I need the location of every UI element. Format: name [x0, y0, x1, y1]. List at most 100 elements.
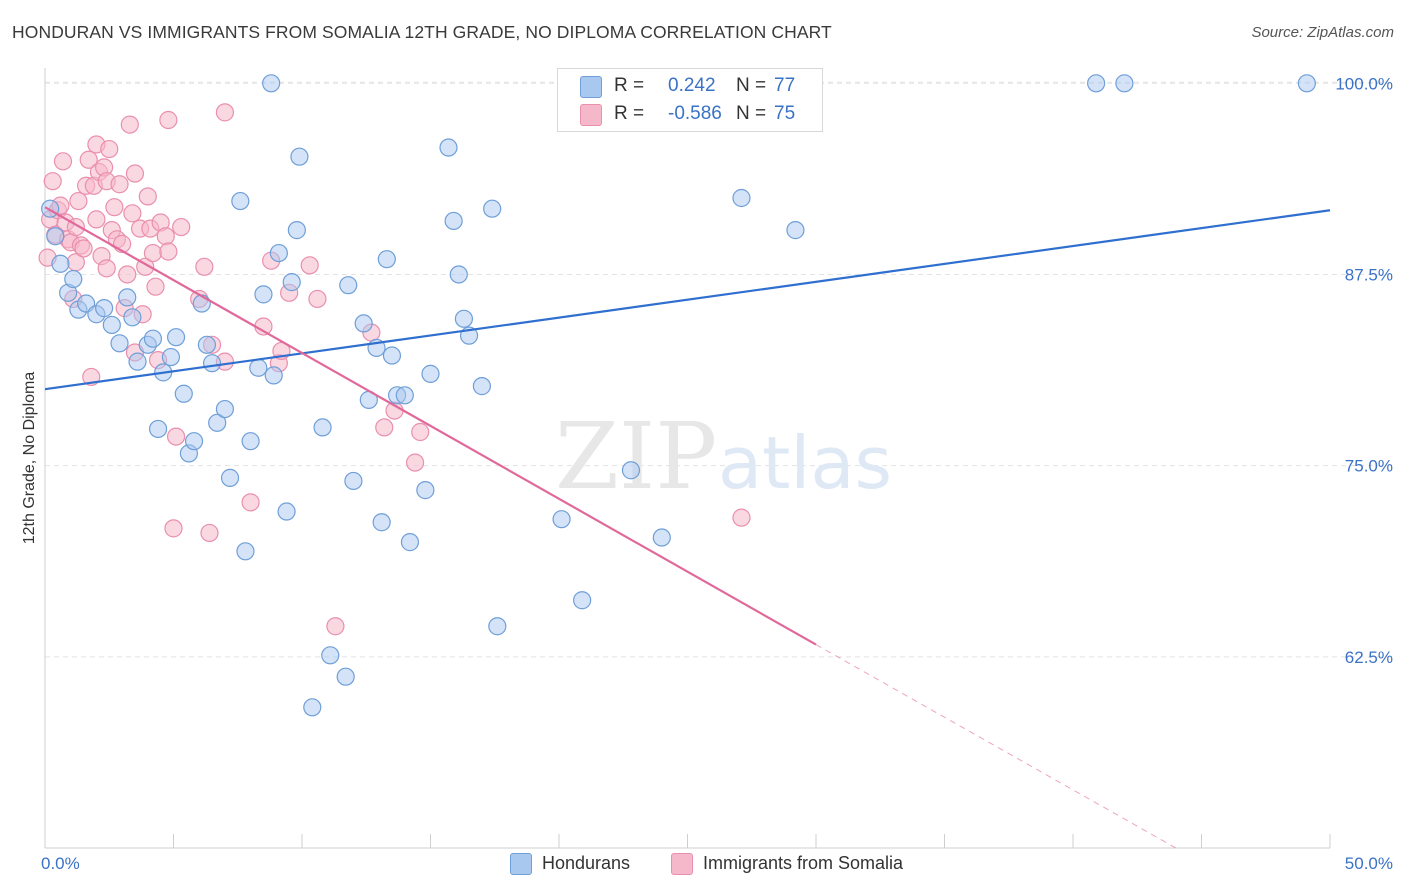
somalia-point	[166, 427, 186, 446]
honduran-point	[439, 138, 458, 157]
honduran-point	[449, 265, 468, 284]
honduran-point	[202, 354, 222, 373]
honduran-point	[215, 399, 234, 419]
chart-source: Source: ZipAtlas.com	[1251, 24, 1394, 41]
y-tick-label: 75.0%	[1345, 457, 1393, 476]
honduran-point	[51, 254, 70, 273]
swatch-hondurans	[580, 76, 602, 98]
honduran-point	[303, 698, 322, 717]
somalia-point	[43, 172, 62, 191]
honduran-point	[395, 386, 414, 405]
somalia-point	[326, 617, 345, 636]
honduran-point	[336, 667, 355, 686]
honduran-point	[287, 221, 306, 240]
honduran-point	[118, 288, 137, 307]
series-legend: Hondurans Immigrants from Somalia	[0, 850, 1406, 878]
honduran-point	[254, 285, 273, 304]
honduran-point	[262, 74, 281, 93]
somalia-point	[79, 150, 98, 169]
r-value: -0.586	[668, 103, 722, 124]
honduran-point	[231, 191, 250, 211]
somalia-point	[241, 493, 260, 512]
honduran-point	[1297, 74, 1316, 93]
honduran-point	[444, 211, 463, 231]
gridlines	[45, 81, 1395, 658]
honduran-point	[1115, 74, 1134, 93]
zipatlas-watermark: ZIP atlas	[555, 403, 892, 510]
honduran-point	[321, 646, 340, 665]
legend-swatch-hondurans	[510, 853, 532, 875]
somalia-point	[195, 257, 214, 276]
honduran-point	[621, 461, 641, 480]
watermark-atlas: atlas	[718, 421, 892, 505]
somalia-point	[159, 242, 178, 261]
honduran-point	[123, 308, 142, 327]
honduran-point	[102, 315, 121, 335]
n-label: N =	[736, 75, 767, 96]
somalia-point	[97, 259, 116, 278]
honduran-point	[354, 314, 373, 333]
honduran-point	[192, 294, 211, 313]
honduran-point	[472, 377, 491, 396]
somalia-point	[105, 198, 124, 217]
x-tick-label: 50.0%	[1345, 854, 1393, 873]
honduran-point	[110, 334, 129, 353]
somalia-point	[146, 277, 165, 296]
somalia-point	[110, 175, 129, 194]
honduran-point	[236, 542, 255, 561]
somalia-point	[123, 204, 142, 223]
somalia-trend-line	[44, 206, 817, 646]
honduran-point	[552, 510, 571, 529]
series-hondurans-points	[41, 74, 1316, 717]
honduran-point	[269, 243, 288, 263]
chart-title: HONDURAN VS IMMIGRANTS FROM SOMALIA 12TH…	[12, 22, 832, 42]
honduran-point	[64, 269, 83, 289]
honduran-point	[241, 432, 260, 451]
honduran-point	[148, 419, 168, 439]
honduran-point	[372, 513, 391, 532]
honduran-point	[786, 221, 805, 240]
honduran-point	[483, 199, 502, 218]
somalia-point	[156, 227, 175, 246]
honduran-point	[46, 227, 65, 246]
watermark-zip: ZIP	[555, 403, 717, 510]
somalia-point	[308, 289, 327, 309]
honduran-point	[377, 250, 396, 269]
somalia-point	[200, 523, 219, 543]
honduran-point	[95, 299, 114, 318]
somalia-point	[172, 217, 191, 237]
honduran-point	[573, 591, 592, 610]
legend-label-somalia: Immigrants from Somalia	[703, 853, 904, 873]
honduran-point	[128, 352, 147, 371]
honduran-point	[1087, 74, 1106, 93]
honduran-point	[416, 481, 435, 500]
honduran-point	[249, 358, 268, 377]
honduran-point	[382, 346, 402, 365]
honduran-point	[652, 528, 671, 547]
somalia-point	[143, 243, 163, 263]
honduran-point	[344, 471, 363, 491]
swatch-somalia	[580, 104, 602, 126]
honduran-point	[197, 335, 217, 354]
honduran-point	[184, 432, 204, 451]
honduran-point	[208, 413, 227, 432]
r-label: R =	[614, 75, 645, 96]
n-value: 77	[774, 75, 796, 96]
somalia-point	[375, 418, 394, 437]
somalia-point	[405, 453, 425, 472]
trend-lines	[44, 206, 1331, 849]
y-tick-label: 62.5%	[1345, 648, 1393, 667]
axes	[44, 68, 1331, 849]
somalia-point	[118, 265, 137, 284]
n-label: N =	[736, 103, 767, 124]
somalia-point	[215, 103, 234, 122]
honduran-point	[454, 309, 474, 328]
r-label: R =	[614, 103, 645, 124]
honduran-point	[400, 533, 420, 552]
somalia-point	[138, 187, 157, 206]
somalia-point	[732, 508, 751, 527]
series-somalia-points	[38, 103, 751, 636]
honduran-point	[339, 276, 358, 295]
honduran-point	[313, 418, 332, 437]
honduran-point	[166, 328, 186, 347]
